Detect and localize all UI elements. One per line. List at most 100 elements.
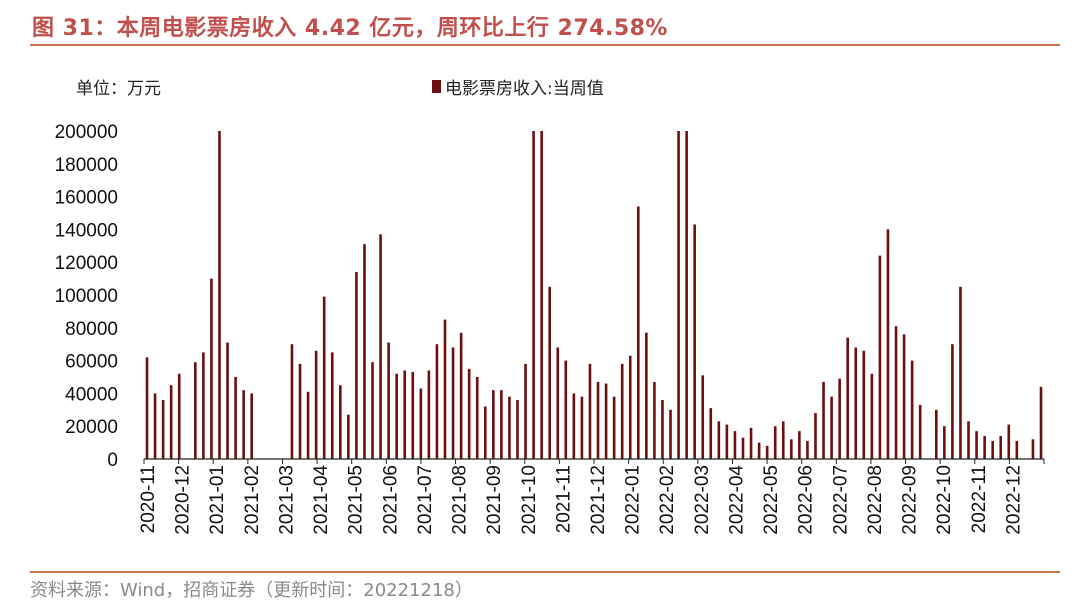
bar	[492, 390, 495, 459]
bar	[918, 404, 922, 459]
bar	[612, 396, 616, 459]
bar	[218, 131, 221, 459]
bar	[500, 390, 503, 459]
bar	[306, 391, 310, 459]
bar	[371, 362, 374, 459]
bar	[524, 363, 527, 459]
bar	[596, 381, 600, 459]
bar	[145, 357, 149, 459]
bar	[588, 363, 592, 459]
bar-chart: 0 20000 40000 60000 80000 100000 120000 140000 1…	[55, 122, 1045, 535]
y-tick-label: 100000	[55, 286, 118, 307]
y-tick-label: 40000	[65, 384, 118, 405]
title-divider	[30, 44, 1060, 46]
bar	[693, 224, 696, 459]
bar	[298, 363, 302, 459]
legend: 电影票房收入:当周值	[432, 74, 604, 99]
bar	[773, 426, 777, 459]
bar	[483, 406, 487, 459]
bar	[242, 390, 245, 459]
x-tick-label: 2022-09	[900, 465, 921, 535]
bar	[580, 396, 584, 459]
bar	[508, 396, 511, 459]
unit-label: 单位：万元	[76, 79, 161, 99]
bar	[943, 426, 946, 459]
bar	[983, 436, 986, 459]
bar	[459, 332, 463, 459]
bar	[467, 368, 471, 459]
bar	[379, 234, 382, 459]
bar	[475, 377, 479, 459]
bar	[322, 296, 326, 459]
bar	[902, 334, 906, 459]
x-tick-label: 2022-04	[727, 465, 748, 535]
chart-title: 图 31：本周电影票房收入 4.42 亿元，周环比上行 274.58%	[32, 16, 668, 41]
x-tick-label: 2021-06	[380, 465, 401, 535]
bar	[620, 363, 624, 459]
bar	[814, 413, 817, 459]
bar	[959, 286, 962, 459]
bar	[741, 437, 745, 459]
bar	[347, 414, 350, 459]
x-tick-label: 2022-07	[830, 465, 851, 535]
bar	[870, 373, 874, 459]
y-tick-label: 200000	[55, 122, 118, 143]
bar	[161, 399, 165, 459]
bar	[532, 131, 535, 459]
bar	[1031, 439, 1035, 459]
x-tick-label: 2021-10	[519, 465, 540, 535]
bar	[604, 383, 608, 459]
x-tick-label: 2021-08	[450, 465, 471, 535]
bar	[572, 393, 576, 459]
bar	[757, 442, 761, 459]
bar	[765, 445, 769, 459]
bar	[153, 393, 157, 459]
bar	[1007, 424, 1011, 459]
x-tick-label: 2021-07	[415, 465, 436, 535]
bar	[725, 424, 729, 459]
bar	[628, 355, 632, 459]
bar	[355, 272, 358, 459]
bar	[637, 206, 640, 459]
bar	[1039, 386, 1043, 459]
bar	[886, 229, 890, 459]
y-tick-label: 140000	[55, 220, 118, 241]
bar	[234, 377, 237, 459]
bar	[564, 360, 568, 459]
bar	[669, 409, 672, 459]
bar	[677, 131, 680, 459]
bar	[435, 344, 439, 459]
bar	[540, 131, 543, 459]
y-tick-label: 80000	[65, 319, 118, 340]
bar	[202, 352, 205, 459]
bar	[653, 381, 656, 459]
x-tick-label: 2021-02	[242, 465, 263, 535]
y-tick-label: 180000	[55, 155, 118, 176]
x-tick-label: 2022-10	[934, 465, 955, 535]
x-tick-label: 2022-02	[657, 465, 678, 535]
bar	[862, 350, 866, 459]
bar	[556, 347, 560, 459]
x-tick-label: 2021-03	[277, 465, 298, 535]
bar	[290, 344, 294, 459]
bar	[717, 421, 721, 459]
bar	[967, 421, 970, 459]
bar	[846, 337, 849, 459]
bar	[894, 326, 898, 459]
bar	[169, 385, 173, 459]
bar	[443, 319, 447, 459]
source-note: 资料来源：Wind，招商证券（更新时间：20221218）	[30, 580, 473, 601]
bar	[194, 362, 197, 459]
bar	[685, 131, 688, 459]
x-tick-label: 2020-12	[173, 465, 194, 535]
x-tick-label: 2021-11	[553, 465, 574, 533]
x-tick-label: 2021-04	[311, 465, 332, 535]
bar	[548, 286, 551, 459]
bar	[701, 375, 705, 459]
bar	[781, 421, 785, 459]
bar	[749, 427, 753, 459]
bar	[951, 344, 954, 459]
x-tick-label: 2022-11	[969, 465, 990, 533]
y-tick-label: 60000	[65, 352, 118, 373]
bar	[798, 431, 801, 459]
